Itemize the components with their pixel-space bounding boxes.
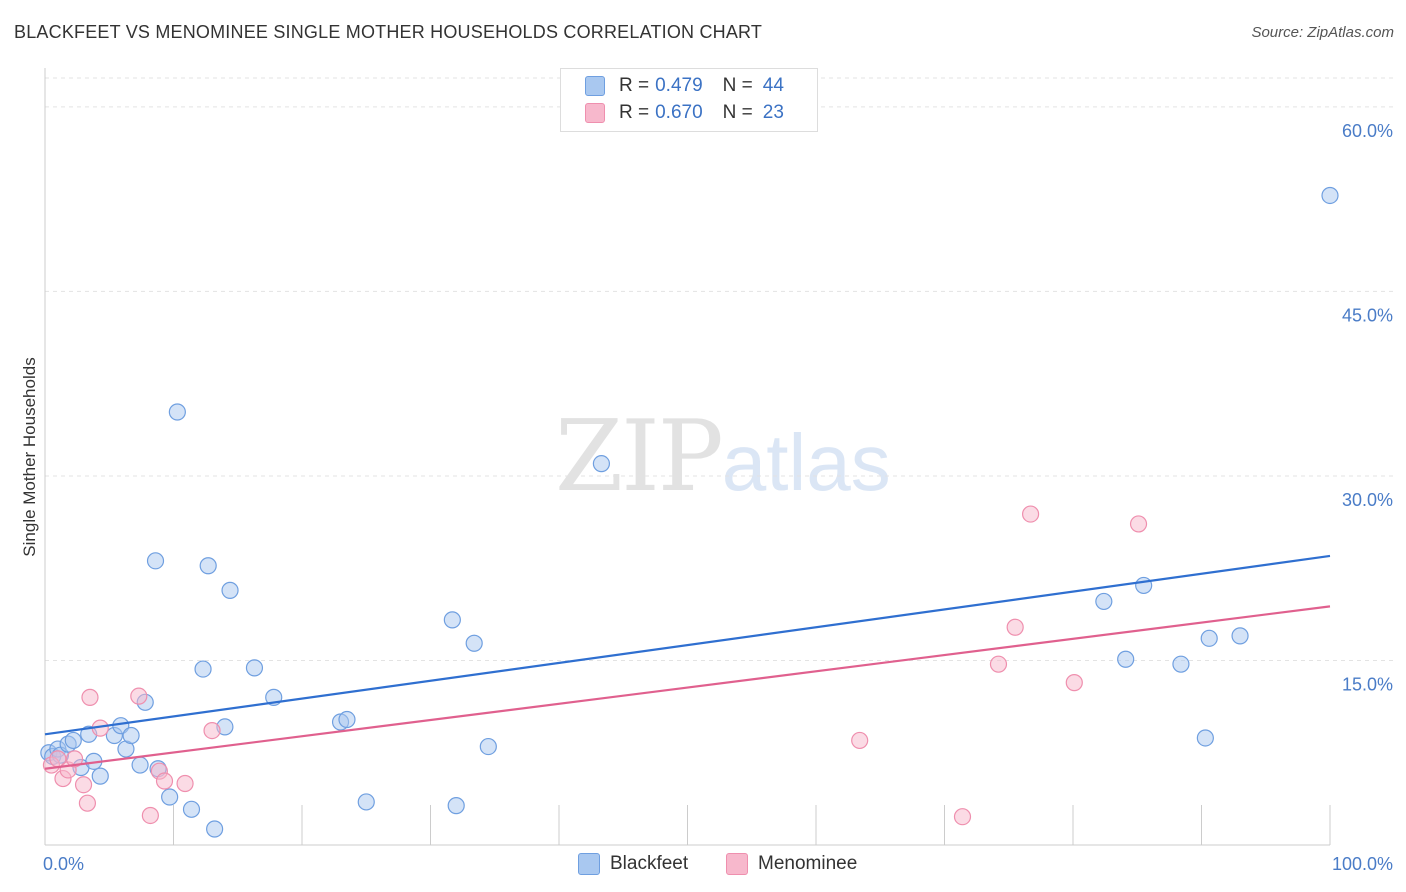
legend-n-label: N = bbox=[722, 102, 753, 123]
point-blackfeet bbox=[1200, 629, 1218, 647]
bottom-legend-label-menominee: Menominee bbox=[758, 853, 858, 874]
point-menominee bbox=[1129, 515, 1148, 533]
y-tick-label: 60.0% bbox=[1342, 121, 1393, 141]
point-blackfeet bbox=[168, 403, 186, 421]
watermark: ZIPatlas bbox=[555, 400, 891, 514]
point-blackfeet bbox=[479, 737, 497, 756]
point-blackfeet bbox=[1135, 576, 1153, 595]
x-tick-label: 0.0% bbox=[43, 854, 84, 874]
y-tick-labels: 15.0% 30.0% 45.0% 60.0% bbox=[1342, 121, 1393, 695]
point-menominee bbox=[953, 808, 972, 826]
bottom-legend-label-blackfeet: Blackfeet bbox=[610, 853, 689, 874]
trend-line-menominee bbox=[44, 605, 1331, 770]
point-menominee bbox=[1065, 674, 1083, 692]
point-blackfeet bbox=[221, 581, 239, 599]
legend-n-label: N = bbox=[722, 75, 753, 96]
point-blackfeet bbox=[245, 659, 264, 677]
point-menominee bbox=[203, 721, 221, 740]
point-blackfeet bbox=[91, 767, 109, 785]
legend-r-label: R = bbox=[619, 75, 650, 96]
x-tick-labels: 0.0% 100.0% bbox=[43, 854, 1393, 874]
point-blackfeet bbox=[592, 455, 611, 473]
legend-r-value: 0.670 bbox=[655, 102, 703, 123]
point-blackfeet bbox=[338, 710, 356, 729]
legend-r-value: 0.479 bbox=[655, 75, 703, 96]
bottom-legend-swatch-blackfeet bbox=[578, 853, 600, 875]
point-blackfeet bbox=[447, 797, 465, 815]
y-tick-label: 15.0% bbox=[1342, 674, 1393, 694]
point-blackfeet bbox=[199, 557, 217, 575]
y-tick-label: 30.0% bbox=[1342, 490, 1393, 510]
point-blackfeet bbox=[1231, 627, 1249, 645]
source-credit: Source: ZipAtlas.com bbox=[1251, 24, 1394, 41]
legend-n-value: 44 bbox=[762, 75, 784, 96]
point-menominee bbox=[141, 806, 159, 825]
legend-row-menominee: R = 0.670 N = 23 bbox=[585, 100, 784, 126]
trend-line-blackfeet bbox=[44, 554, 1331, 736]
point-blackfeet bbox=[161, 788, 179, 806]
point-menominee bbox=[78, 794, 97, 812]
point-menominee bbox=[74, 776, 93, 794]
point-blackfeet bbox=[1172, 655, 1190, 673]
bottom-legend-blackfeet: Blackfeet bbox=[578, 850, 688, 878]
point-blackfeet bbox=[206, 820, 224, 838]
point-blackfeet bbox=[64, 731, 82, 750]
trend-lines bbox=[44, 554, 1331, 770]
watermark-atlas: atlas bbox=[721, 418, 891, 507]
legend-r-label: R = bbox=[619, 102, 650, 123]
point-menominee bbox=[65, 750, 84, 768]
point-menominee bbox=[851, 731, 869, 750]
point-blackfeet bbox=[122, 726, 140, 745]
chart-title: BLACKFEET VS MENOMINEE SINGLE MOTHER HOU… bbox=[14, 22, 763, 42]
point-menominee bbox=[989, 655, 1008, 673]
point-blackfeet bbox=[465, 634, 483, 652]
point-blackfeet bbox=[1196, 729, 1214, 747]
point-menominee bbox=[81, 688, 99, 706]
grid-lines bbox=[45, 77, 1395, 661]
data-points bbox=[40, 186, 1339, 838]
point-blackfeet bbox=[1321, 186, 1339, 205]
axes bbox=[44, 68, 1331, 846]
point-blackfeet bbox=[146, 552, 165, 570]
point-menominee bbox=[1021, 505, 1040, 523]
legend-n-value: 23 bbox=[762, 102, 784, 123]
legend-swatch-blackfeet bbox=[585, 76, 605, 96]
stats-legend: R = 0.479 N = 44 R = 0.670 N = 23 bbox=[560, 68, 818, 132]
bottom-legend-menominee: Menominee bbox=[726, 850, 857, 878]
point-blackfeet bbox=[1095, 592, 1113, 611]
y-tick-label: 45.0% bbox=[1342, 305, 1393, 325]
point-menominee bbox=[155, 772, 174, 790]
point-menominee bbox=[130, 687, 148, 705]
legend-row-blackfeet: R = 0.479 N = 44 bbox=[585, 73, 784, 99]
bottom-legend-swatch-menominee bbox=[726, 853, 748, 875]
point-menominee bbox=[176, 774, 194, 793]
legend-swatch-menominee bbox=[585, 103, 605, 123]
point-blackfeet bbox=[443, 611, 461, 629]
watermark-zip: ZIP bbox=[555, 400, 724, 514]
x-tick-label: 100.0% bbox=[1332, 854, 1393, 874]
point-blackfeet bbox=[1117, 650, 1135, 668]
point-blackfeet bbox=[357, 793, 375, 811]
point-blackfeet bbox=[182, 800, 201, 818]
point-blackfeet bbox=[131, 756, 149, 774]
point-menominee bbox=[1006, 618, 1024, 636]
point-blackfeet bbox=[194, 660, 212, 678]
